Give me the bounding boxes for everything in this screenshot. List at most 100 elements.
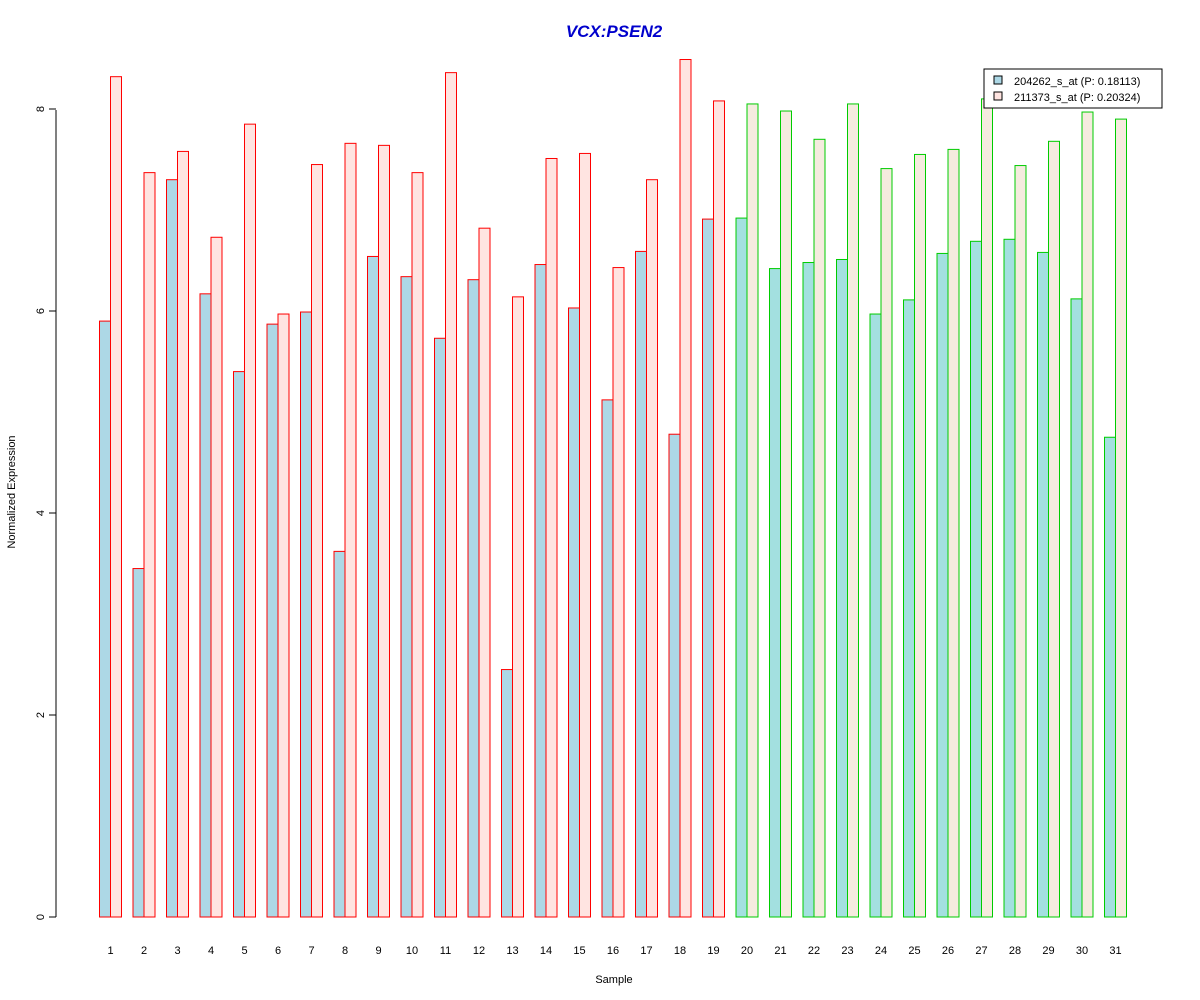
legend-box (983, 68, 1163, 109)
x-tick-label-29: 29 (1042, 945, 1054, 957)
bar-series-1-sample-31 (1104, 436, 1116, 918)
x-tick-label-11: 11 (440, 945, 451, 957)
bar-series-2-sample-15 (579, 152, 591, 918)
bar-series-1-sample-19 (702, 218, 714, 918)
y-tick-label-2: 2 (35, 712, 47, 718)
x-tick-label-9: 9 (375, 945, 381, 957)
x-tick-label-8: 8 (342, 945, 348, 957)
bar-series-2-sample-23 (847, 103, 859, 918)
bar-series-1-sample-4 (199, 293, 212, 918)
x-tick-label-20: 20 (741, 945, 753, 957)
x-tick-label-4: 4 (208, 945, 214, 957)
bar-series-2-sample-10 (411, 172, 424, 918)
x-tick-label-26: 26 (942, 945, 954, 957)
bar-series-2-sample-28 (1014, 165, 1027, 918)
bar-series-1-sample-15 (568, 307, 580, 918)
bar-series-2-sample-12 (478, 227, 491, 918)
bar-series-2-sample-5 (244, 123, 256, 918)
bar-series-1-sample-8 (333, 550, 346, 918)
bar-series-2-sample-9 (378, 144, 390, 918)
bar-series-1-sample-3 (166, 179, 178, 918)
x-tick-label-22: 22 (808, 945, 820, 957)
x-tick-label-28: 28 (1009, 945, 1021, 957)
bar-series-2-sample-13 (512, 296, 524, 918)
bar-series-2-sample-27 (981, 98, 993, 918)
bar-series-1-sample-23 (836, 258, 848, 918)
bar-series-1-sample-1 (99, 320, 111, 918)
bar-series-1-sample-9 (367, 255, 379, 918)
bar-series-1-sample-20 (735, 217, 748, 918)
bar-series-1-sample-24 (869, 313, 882, 918)
bar-series-2-sample-3 (177, 150, 189, 918)
bar-series-2-sample-6 (277, 313, 290, 918)
bar-series-2-sample-26 (947, 148, 960, 918)
bar-series-1-sample-25 (903, 299, 915, 918)
x-tick-label-6: 6 (275, 945, 281, 957)
bar-series-2-sample-7 (311, 164, 323, 918)
bar-series-1-sample-26 (936, 252, 949, 918)
x-axis-label: Sample (595, 974, 632, 986)
bar-series-1-sample-14 (534, 264, 547, 918)
y-tick-label-4: 4 (35, 510, 47, 516)
bar-series-2-sample-8 (344, 142, 357, 918)
x-tick-label-31: 31 (1109, 945, 1121, 957)
chart-title: VCX:PSEN2 (566, 22, 663, 41)
x-tick-label-17: 17 (640, 945, 652, 957)
bar-series-1-sample-28 (1003, 238, 1016, 918)
legend: 204262_s_at (P: 0.18113) 211373_s_at (P:… (983, 68, 1163, 109)
legend-swatch-series-2 (993, 91, 1003, 101)
bar-series-1-sample-17 (635, 250, 647, 918)
bar-series-2-sample-2 (143, 172, 156, 918)
x-tick-label-23: 23 (841, 945, 853, 957)
bar-series-1-sample-6 (266, 323, 279, 918)
bar-series-2-sample-29 (1048, 140, 1060, 918)
bar-series-2-sample-21 (780, 110, 792, 918)
bar-series-1-sample-2 (132, 568, 145, 918)
bars-layer (99, 59, 1127, 918)
bar-series-2-sample-14 (545, 157, 558, 918)
bar-series-2-sample-31 (1115, 118, 1127, 918)
bar-series-2-sample-16 (612, 267, 625, 918)
bar-series-2-sample-18 (679, 59, 692, 918)
bar-series-1-sample-21 (769, 268, 781, 918)
bar-series-1-sample-27 (970, 240, 982, 918)
bar-series-2-sample-4 (210, 236, 223, 918)
legend-label-series-2: 211373_s_at (P: 0.20324) (1014, 92, 1140, 104)
x-tick-label-13: 13 (506, 945, 518, 957)
bar-series-2-sample-25 (914, 153, 926, 918)
bar-series-2-sample-17 (646, 179, 658, 918)
x-tick-label-7: 7 (308, 945, 314, 957)
legend-swatch-series-1 (993, 75, 1003, 85)
bar-series-1-sample-13 (501, 669, 513, 918)
y-axis-label: Normalized Expression (6, 435, 18, 548)
bar-series-1-sample-7 (300, 311, 312, 918)
bar-series-2-sample-19 (713, 100, 725, 918)
x-tick-label-19: 19 (707, 945, 719, 957)
x-tick-label-24: 24 (875, 945, 887, 957)
x-ticks: 1 2 3 4 5 6 7 8 9 10 11 12 13 14 15 16 17 18 19 20 21 22 23 24 2… (107, 945, 1121, 957)
bar-series-1-sample-22 (802, 262, 815, 918)
x-tick-label-5: 5 (241, 945, 247, 957)
y-tick-label-6: 6 (35, 308, 47, 314)
bar-series-1-sample-18 (668, 433, 681, 918)
bar-series-2-sample-30 (1081, 111, 1094, 918)
x-tick-label-10: 10 (406, 945, 418, 957)
x-tick-label-2: 2 (141, 945, 147, 957)
x-tick-label-14: 14 (540, 945, 552, 957)
x-tick-label-3: 3 (174, 945, 180, 957)
bar-series-1-sample-5 (233, 371, 245, 918)
x-tick-label-18: 18 (674, 945, 686, 957)
y-ticks: 0 2 4 6 8 (35, 106, 56, 920)
bar-series-2-sample-20 (746, 103, 759, 918)
x-tick-label-21: 21 (774, 945, 786, 957)
x-tick-label-27: 27 (975, 945, 987, 957)
y-tick-label-8: 8 (35, 106, 47, 112)
bar-series-2-sample-1 (110, 76, 122, 918)
legend-label-series-1: 204262_s_at (P: 0.18113) (1014, 76, 1140, 88)
bar-series-2-sample-22 (813, 138, 826, 918)
bar-series-1-sample-16 (601, 399, 614, 918)
bar-series-1-sample-12 (467, 279, 480, 918)
bar-series-2-sample-11 (445, 72, 457, 918)
bar-series-1-sample-11 (434, 337, 446, 918)
